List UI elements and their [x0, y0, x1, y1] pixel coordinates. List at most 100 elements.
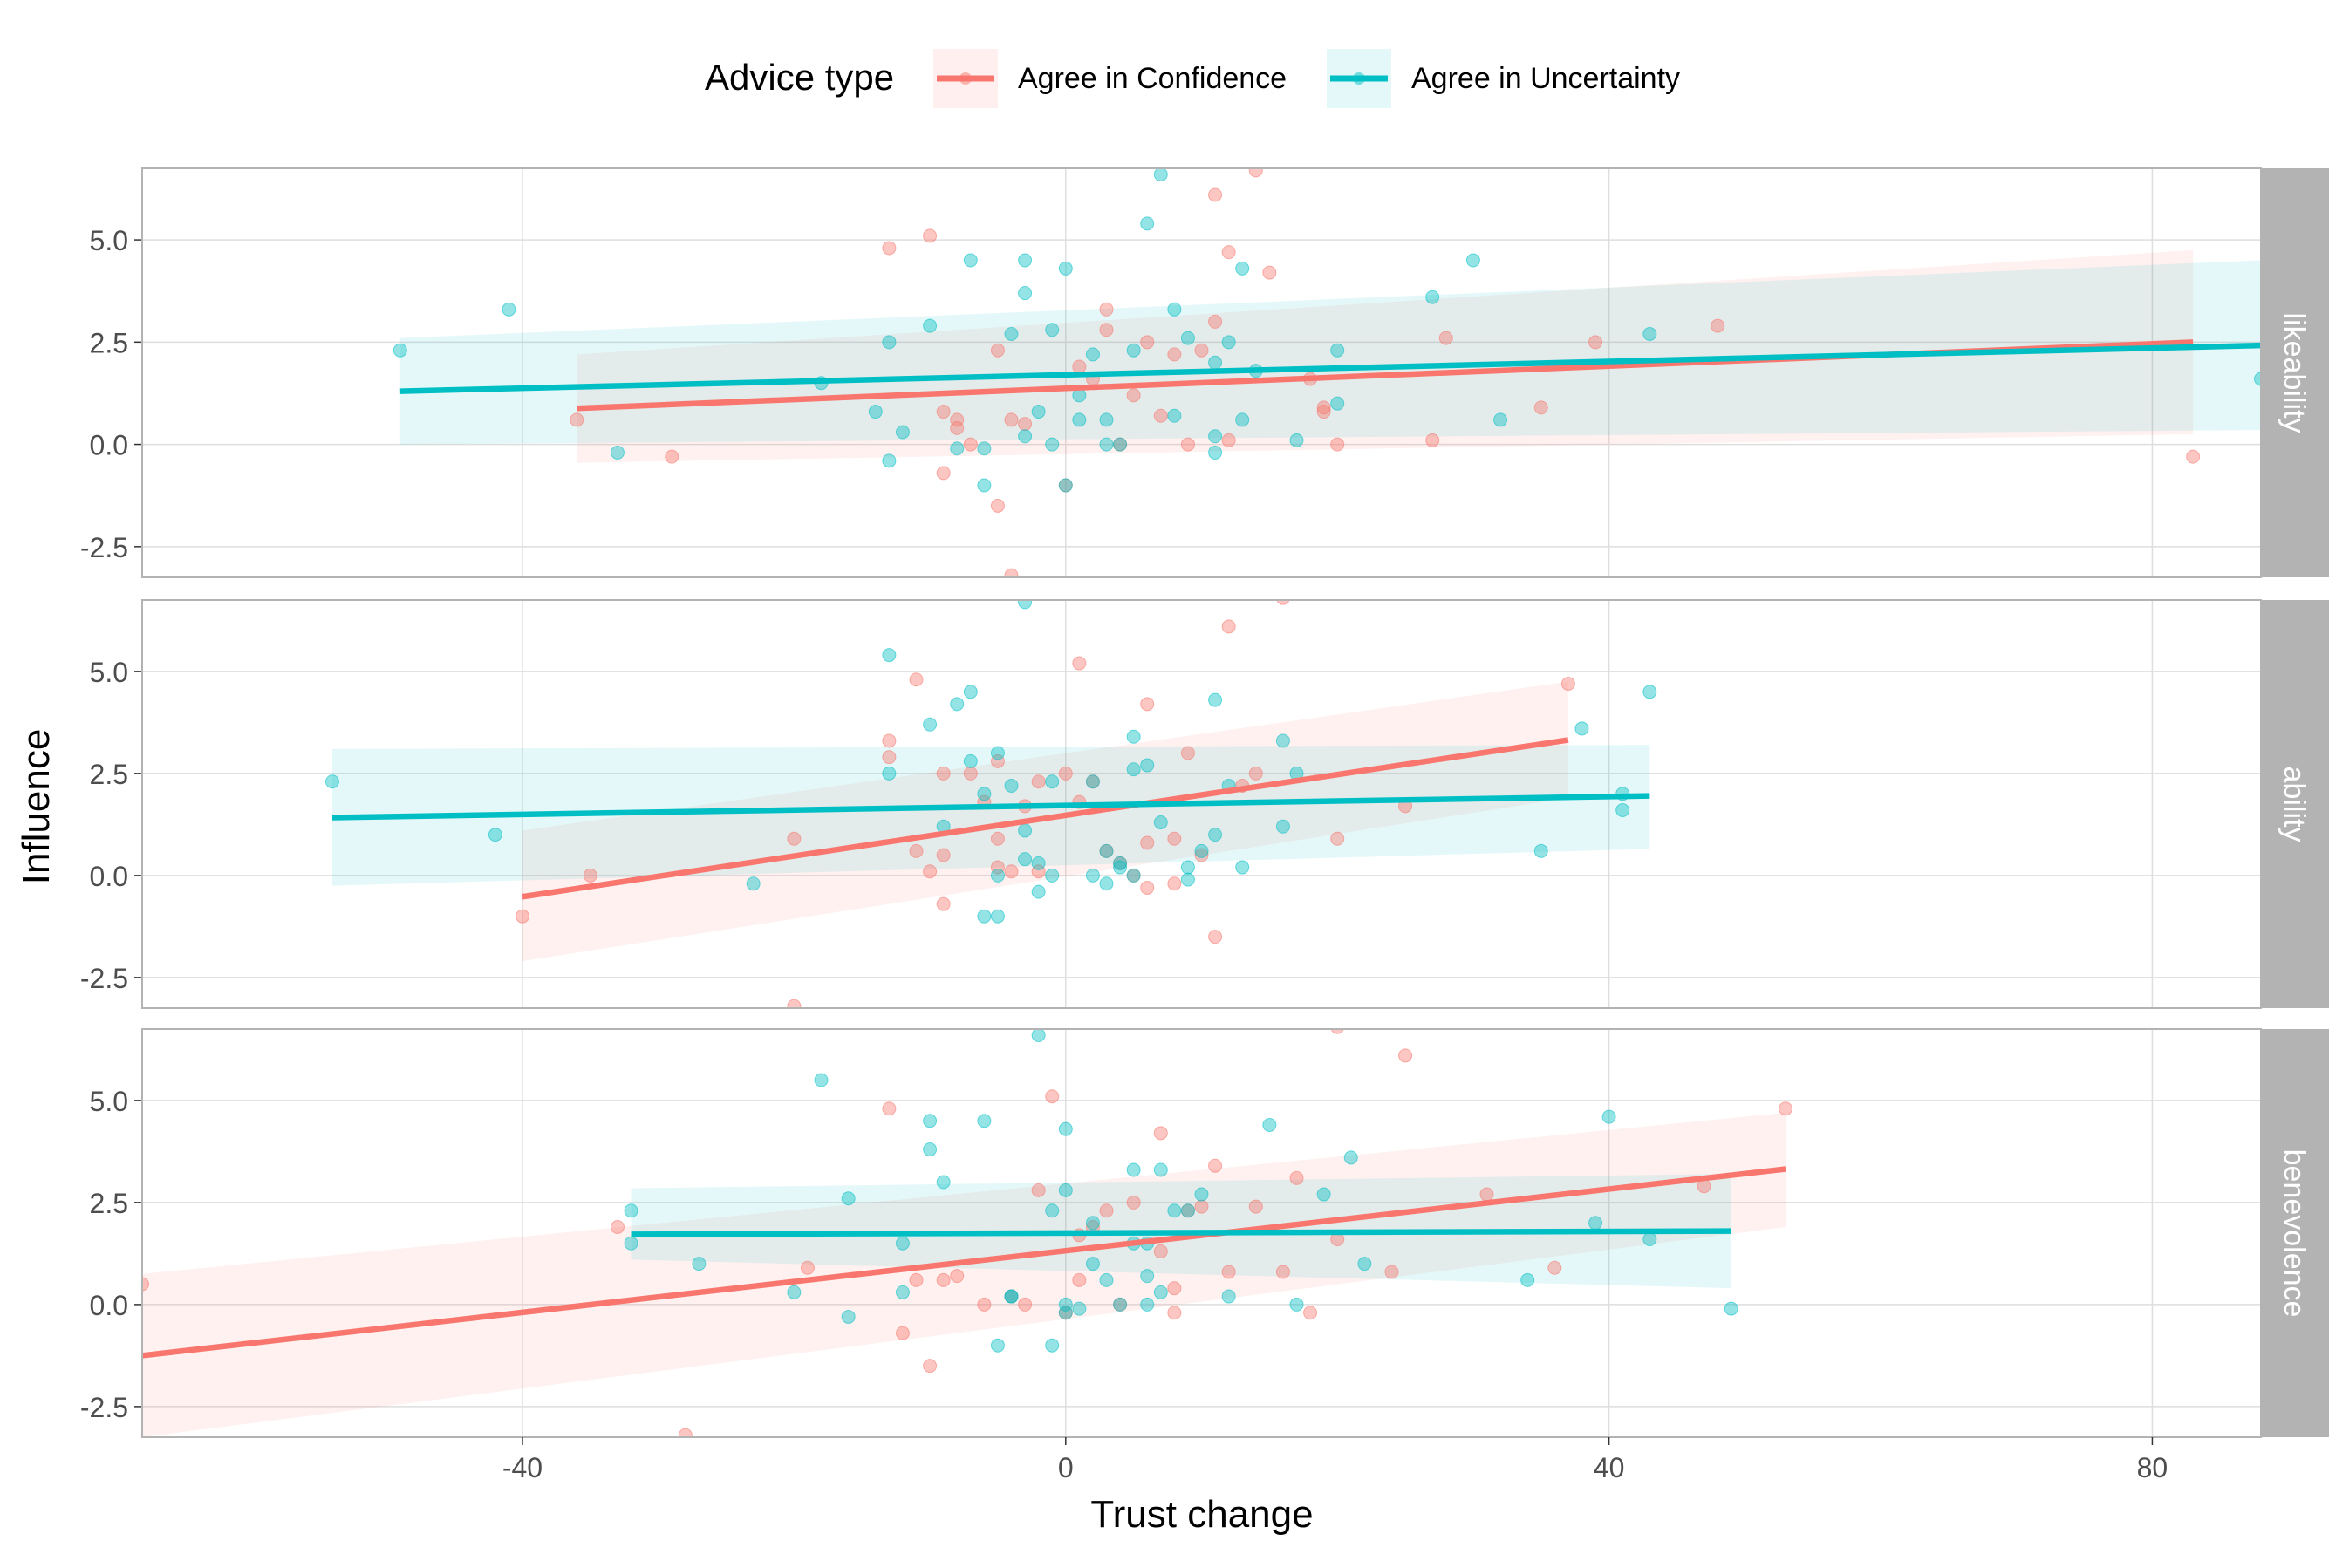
data-point-agree-in-uncertainty	[1045, 868, 1060, 883]
data-point-agree-in-confidence	[515, 909, 529, 924]
data-point-agree-in-confidence	[1208, 187, 1223, 202]
data-point-agree-in-confidence	[1153, 408, 1168, 423]
data-point-agree-in-confidence	[895, 1326, 910, 1340]
data-point-agree-in-confidence	[1275, 1265, 1290, 1279]
data-point-agree-in-confidence	[1425, 433, 1440, 447]
data-point-agree-in-confidence	[1208, 930, 1223, 944]
data-point-agree-in-confidence	[882, 733, 897, 748]
fit-line-agree-in-uncertainty	[331, 793, 1650, 821]
data-point-agree-in-uncertainty	[1126, 729, 1141, 744]
data-point-agree-in-confidence	[1248, 1199, 1263, 1214]
data-point-agree-in-uncertainty	[1140, 1269, 1155, 1284]
data-point-agree-in-uncertainty	[1113, 1297, 1128, 1312]
x-axis-title: Trust change	[1090, 1493, 1313, 1536]
data-point-agree-in-confidence	[1779, 1101, 1793, 1116]
data-point-agree-in-uncertainty	[1167, 302, 1182, 317]
data-point-agree-in-uncertainty	[1045, 1203, 1060, 1218]
data-point-agree-in-confidence	[1099, 1203, 1114, 1218]
data-point-agree-in-uncertainty	[1045, 1338, 1060, 1353]
data-point-agree-in-confidence	[936, 466, 951, 481]
data-point-agree-in-uncertainty	[1031, 856, 1046, 870]
data-point-agree-in-uncertainty	[1275, 733, 1290, 748]
data-point-agree-in-uncertainty	[1574, 721, 1589, 736]
data-point-agree-in-uncertainty	[936, 1175, 951, 1190]
data-point-agree-in-uncertainty	[1194, 843, 1209, 858]
facet-strip	[2261, 600, 2329, 1008]
data-point-agree-in-confidence	[990, 860, 1005, 875]
data-point-agree-in-uncertainty	[1085, 1216, 1100, 1231]
data-point-agree-in-uncertainty	[1330, 343, 1345, 358]
data-point-agree-in-uncertainty	[923, 318, 938, 333]
data-point-agree-in-confidence	[1031, 1183, 1046, 1197]
data-point-agree-in-confidence	[2186, 449, 2201, 464]
data-point-agree-in-uncertainty	[1126, 868, 1141, 883]
data-point-agree-in-confidence	[1303, 1306, 1318, 1320]
data-point-agree-in-uncertainty	[1208, 445, 1223, 460]
data-point-agree-in-confidence	[1099, 302, 1114, 317]
data-point-agree-in-uncertainty	[787, 1285, 802, 1299]
data-point-agree-in-uncertainty	[977, 441, 992, 456]
data-point-agree-in-uncertainty	[1045, 774, 1060, 789]
data-point-agree-in-confidence	[1276, 600, 1290, 605]
data-point-agree-in-uncertainty	[1058, 478, 1073, 493]
data-point-agree-in-confidence	[1438, 331, 1453, 345]
facet-strip-label: benevolence	[2277, 1149, 2311, 1318]
data-point-agree-in-uncertainty	[1289, 433, 1304, 447]
data-point-agree-in-confidence	[1072, 1272, 1087, 1287]
data-point-agree-in-uncertainty	[1058, 1121, 1073, 1136]
data-point-agree-in-uncertainty	[882, 335, 897, 350]
data-point-agree-in-uncertainty	[1208, 429, 1223, 444]
data-point-agree-in-uncertainty	[488, 828, 502, 842]
data-point-agree-in-uncertainty	[1099, 437, 1114, 452]
data-point-agree-in-uncertainty	[1493, 412, 1508, 427]
data-point-agree-in-uncertainty	[868, 405, 883, 419]
data-point-agree-in-uncertainty	[1194, 1187, 1209, 1202]
data-point-agree-in-uncertainty	[1262, 1117, 1277, 1132]
data-point-agree-in-uncertainty	[624, 1236, 638, 1251]
data-point-agree-in-uncertainty	[895, 1285, 910, 1299]
data-point-agree-in-confidence	[1031, 774, 1046, 789]
data-point-agree-in-confidence	[1058, 766, 1073, 781]
facet-panel-ability: -2.5 0.0 2.5 5.0 ability	[80, 599, 2329, 1009]
data-point-agree-in-confidence	[1004, 412, 1019, 427]
legend: Advice type Agree in Confidence Agree in…	[705, 49, 1680, 108]
data-point-agree-in-uncertainty	[1140, 758, 1155, 773]
data-point-agree-in-uncertainty	[1208, 692, 1223, 707]
data-point-agree-in-confidence	[1072, 656, 1087, 671]
data-point-agree-in-confidence	[787, 999, 802, 1008]
fit-line-agree-in-confidence	[142, 1166, 1786, 1359]
data-point-agree-in-uncertainty	[1235, 860, 1250, 875]
data-point-agree-in-uncertainty	[1520, 1272, 1535, 1287]
data-point-agree-in-confidence	[882, 1101, 897, 1116]
data-point-agree-in-confidence	[1180, 746, 1195, 760]
legend-entry-agree-in-confidence: Agree in Confidence	[933, 49, 1287, 108]
data-point-agree-in-uncertainty	[1045, 437, 1060, 452]
data-point-agree-in-uncertainty	[1167, 408, 1182, 423]
data-point-agree-in-uncertainty	[1221, 335, 1236, 350]
data-point-agree-in-uncertainty	[1140, 1297, 1155, 1312]
data-point-agree-in-uncertainty	[1099, 1272, 1114, 1287]
data-point-agree-in-uncertainty	[1099, 876, 1114, 891]
data-point-agree-in-uncertainty	[1126, 762, 1141, 777]
data-point-agree-in-confidence	[909, 843, 924, 858]
data-point-agree-in-uncertainty	[977, 787, 992, 801]
data-point-agree-in-confidence	[1004, 864, 1019, 879]
data-point-agree-in-uncertainty	[1180, 1203, 1195, 1218]
data-point-agree-in-confidence	[1004, 568, 1019, 577]
data-point-agree-in-uncertainty	[1085, 868, 1100, 883]
data-point-agree-in-uncertainty	[1004, 1289, 1019, 1304]
data-point-agree-in-confidence	[678, 1428, 693, 1437]
data-point-agree-in-uncertainty	[692, 1257, 707, 1271]
data-point-agree-in-confidence	[1588, 335, 1603, 350]
data-point-agree-in-uncertainty	[1153, 168, 1168, 182]
data-point-agree-in-confidence	[1167, 1281, 1182, 1296]
data-point-agree-in-uncertainty	[1004, 326, 1019, 341]
data-point-agree-in-uncertainty	[746, 876, 761, 891]
data-point-agree-in-confidence	[1316, 400, 1331, 415]
legend-label: Agree in Confidence	[1018, 62, 1287, 95]
data-point-agree-in-uncertainty	[1642, 326, 1657, 341]
data-point-agree-in-confidence	[1140, 335, 1155, 350]
data-point-agree-in-uncertainty	[923, 717, 938, 732]
data-point-agree-in-uncertainty	[1208, 355, 1223, 370]
